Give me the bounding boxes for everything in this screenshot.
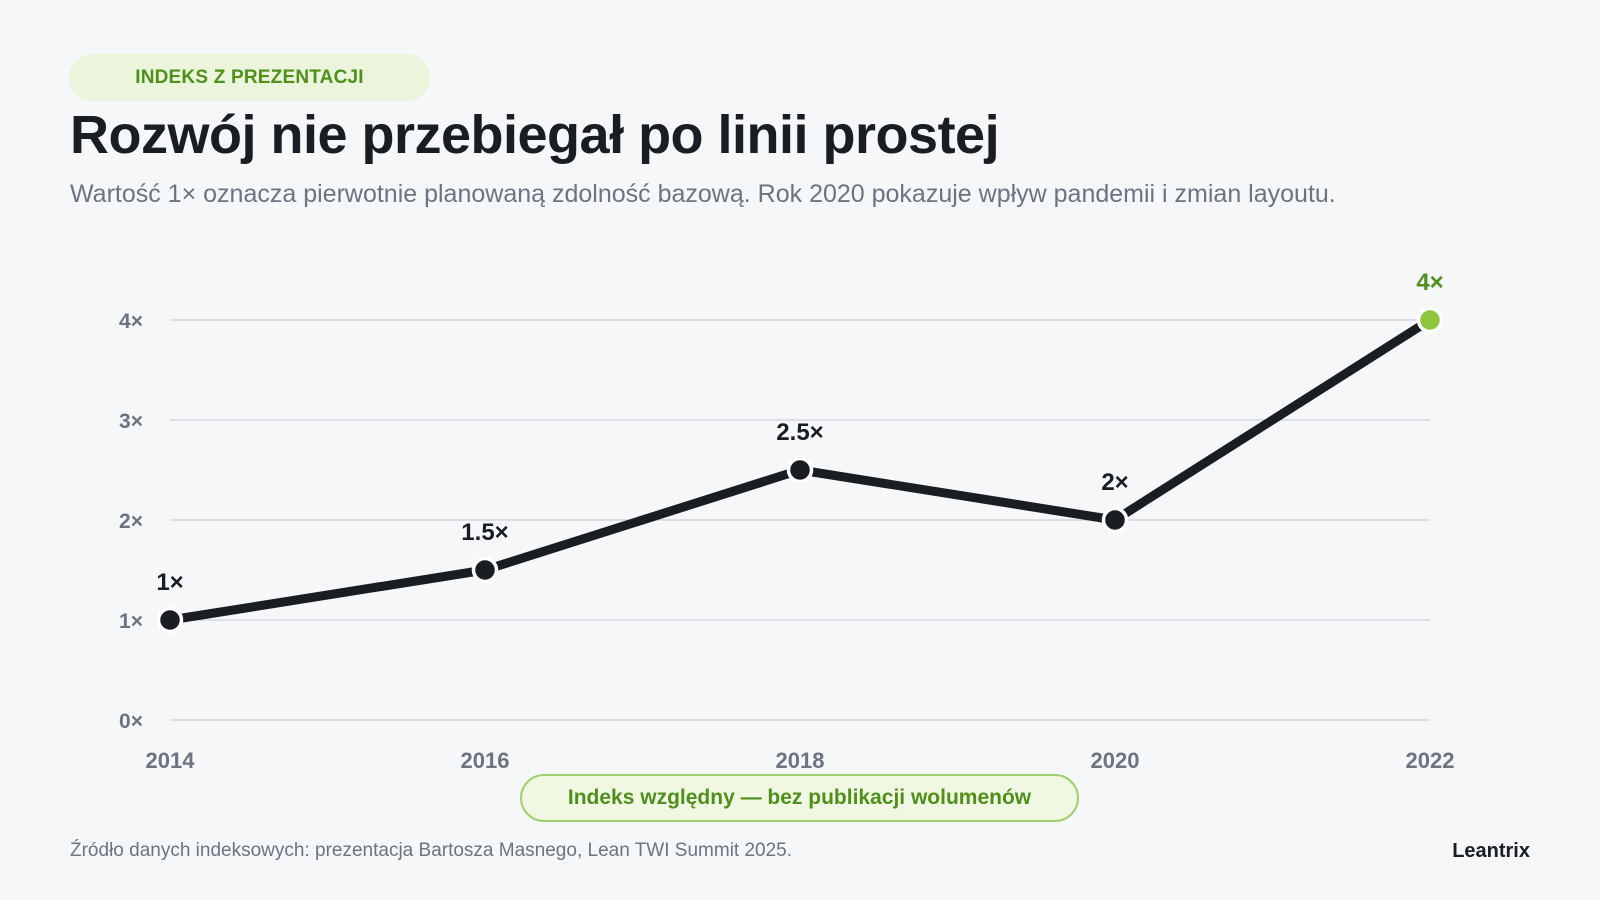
data-labels: 1× 1.5× 2.5× 2× 4× — [156, 269, 1443, 596]
x-tick-label: 2020 — [1091, 748, 1140, 773]
data-point — [1101, 506, 1129, 534]
data-point — [786, 456, 814, 484]
data-label: 4× — [1416, 269, 1443, 296]
grid-lines — [170, 319, 1430, 721]
x-tick-label: 2016 — [461, 748, 510, 773]
page-title: Rozwój nie przebiegał po linii prostej — [70, 105, 1000, 165]
data-label: 2× — [1101, 469, 1128, 496]
section-badge: INDEKS Z PREZENTACJI — [69, 54, 430, 101]
y-tick-labels: 0× 1× 2× 3× 4× — [119, 310, 143, 733]
highlight-data-point — [1416, 306, 1444, 334]
page-subtitle: Wartość 1× oznacza pierwotnie planowaną … — [70, 180, 1336, 208]
data-point — [156, 606, 184, 634]
relative-index-note: Indeks względny — bez publikacji wolumen… — [520, 774, 1079, 822]
y-tick-label: 4× — [119, 310, 143, 333]
brand-logo-text: Leantrix — [1452, 840, 1530, 862]
y-tick-label: 0× — [119, 710, 143, 733]
data-point — [471, 556, 499, 584]
x-tick-label: 2014 — [146, 748, 196, 773]
data-label: 1× — [156, 569, 183, 596]
y-tick-label: 2× — [119, 510, 143, 533]
data-points — [156, 306, 1444, 634]
x-tick-label: 2022 — [1406, 748, 1455, 773]
y-tick-label: 1× — [119, 610, 143, 633]
data-label: 2.5× — [776, 419, 823, 446]
data-label: 1.5× — [461, 519, 508, 546]
x-tick-labels: 2014 2016 2018 2020 2022 — [146, 748, 1455, 773]
source-note: Źródło danych indeksowych: prezentacja B… — [70, 840, 793, 861]
y-tick-label: 3× — [119, 410, 143, 433]
x-tick-label: 2018 — [776, 748, 825, 773]
